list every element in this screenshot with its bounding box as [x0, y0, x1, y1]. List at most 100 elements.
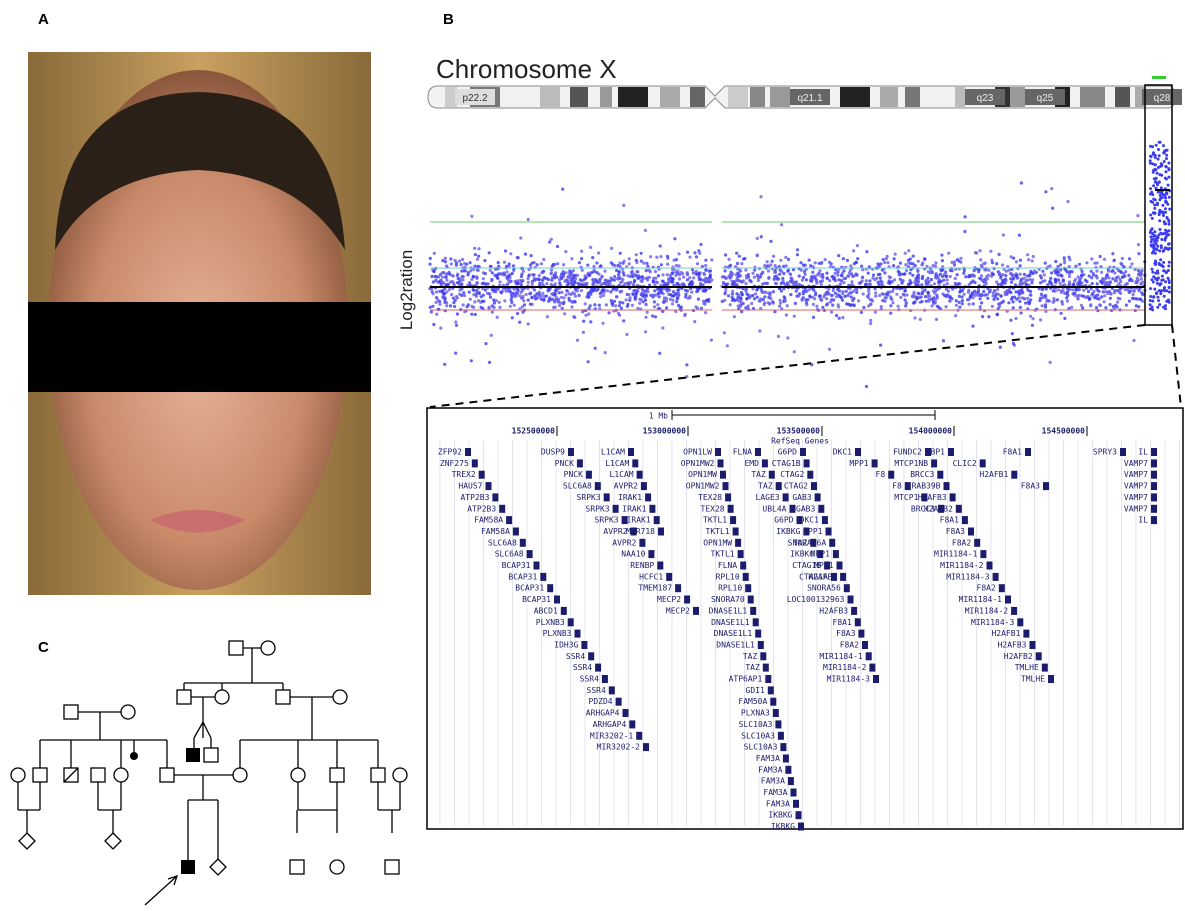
probe-dot	[599, 265, 602, 268]
probe-dot	[739, 297, 742, 300]
probe-dot	[1095, 270, 1098, 273]
probe-dot	[444, 275, 447, 278]
probe-dot	[1153, 230, 1156, 233]
probe-dot	[513, 304, 516, 307]
probe-dot	[1119, 292, 1122, 295]
probe-dot	[780, 270, 783, 273]
probe-dot	[512, 264, 515, 267]
gene-label: H2AFB3	[918, 493, 947, 502]
probe-dot	[519, 279, 522, 282]
probe-dot	[456, 312, 459, 315]
probe-dot	[534, 297, 537, 300]
probe-dot	[1039, 318, 1042, 321]
probe-dot	[533, 288, 536, 291]
probe-dot	[753, 269, 756, 272]
probe-dot	[845, 302, 848, 305]
gene-glyph	[833, 550, 839, 558]
band	[880, 87, 898, 107]
probe-dot	[861, 279, 864, 282]
probe-dot	[620, 307, 623, 310]
gene-label: CLIC2	[953, 459, 977, 468]
probe-dot	[1132, 293, 1135, 296]
probe-dot	[1141, 269, 1144, 272]
probe-dot	[651, 314, 654, 317]
probe-dot	[434, 279, 437, 282]
probe-dot	[463, 262, 466, 265]
probe-dot	[802, 290, 805, 293]
probe-dot	[671, 281, 674, 284]
probe-dot	[904, 263, 907, 266]
probe-dot	[987, 269, 990, 272]
probe-dot	[1149, 299, 1152, 302]
probe-dot	[686, 273, 689, 276]
probe-dot	[1104, 277, 1107, 280]
probe-dot	[568, 292, 571, 295]
probe-dot	[963, 293, 966, 296]
probe-dot	[830, 311, 833, 314]
probe-dot	[999, 346, 1002, 349]
probe-dot	[925, 265, 928, 268]
probe-dot	[662, 280, 665, 283]
probe-dot	[571, 300, 574, 303]
gene-label: HAUS7	[458, 482, 482, 491]
probe-dot	[879, 276, 882, 279]
probe-dot	[845, 290, 848, 293]
probe-dot	[1020, 311, 1023, 314]
probe-dot	[1004, 279, 1007, 282]
probe-dot	[617, 312, 620, 315]
probe-dot	[629, 296, 632, 299]
probe-dot	[987, 315, 990, 318]
probe-dot	[838, 317, 841, 320]
probe-dot	[934, 264, 937, 267]
probe-dot	[1060, 312, 1063, 315]
gene-label: F8A3	[946, 527, 965, 536]
probe-dot	[786, 304, 789, 307]
probe-dot	[973, 274, 976, 277]
gene-label: F8	[892, 482, 902, 491]
probe-dot	[1157, 148, 1160, 151]
probe-dot	[963, 230, 966, 233]
probe-dot	[526, 277, 529, 280]
gene-glyph	[735, 539, 741, 547]
probe-dot	[1069, 270, 1072, 273]
probe-dot	[560, 291, 563, 294]
gene-glyph	[568, 448, 574, 456]
probe-dot	[1152, 238, 1155, 241]
probe-dot	[1160, 279, 1163, 282]
probe-dot	[1164, 211, 1167, 214]
probe-dot	[618, 275, 621, 278]
probe-dot	[1149, 159, 1152, 162]
probe-dot	[477, 255, 480, 258]
gene-glyph	[851, 607, 857, 615]
probe-dot	[474, 313, 477, 316]
probe-dot	[652, 280, 655, 283]
probe-dot	[445, 290, 448, 293]
probe-dot	[961, 299, 964, 302]
probe-dot	[1033, 269, 1036, 272]
probe-dot	[768, 302, 771, 305]
gene-label: H2AFB2	[924, 504, 953, 513]
gene-label: H2AFB1	[991, 629, 1020, 638]
probe-dot	[1125, 304, 1128, 307]
probe-dot	[883, 271, 886, 274]
gene-label: DNASE1L1	[711, 618, 750, 627]
gene-glyph	[715, 448, 721, 456]
probe-dot	[826, 277, 829, 280]
probe-dot	[672, 294, 675, 297]
probe-dot	[1128, 257, 1131, 260]
probe-dot	[919, 296, 922, 299]
gene-label: IL	[1138, 448, 1148, 457]
probe-dot	[634, 298, 637, 301]
probe-dot	[433, 252, 436, 255]
gene-glyph	[758, 641, 764, 649]
probe-dot	[1095, 306, 1098, 309]
probe-dot	[1056, 298, 1059, 301]
probe-dot	[1151, 278, 1154, 281]
gene-label: VAMP7	[1124, 504, 1148, 513]
probe-dot	[924, 279, 927, 282]
probe-dot	[795, 289, 798, 292]
gene-label: OPN1MW	[703, 538, 732, 547]
probe-dot	[808, 259, 811, 262]
probe-dot	[1068, 282, 1071, 285]
probe-dot	[453, 305, 456, 308]
